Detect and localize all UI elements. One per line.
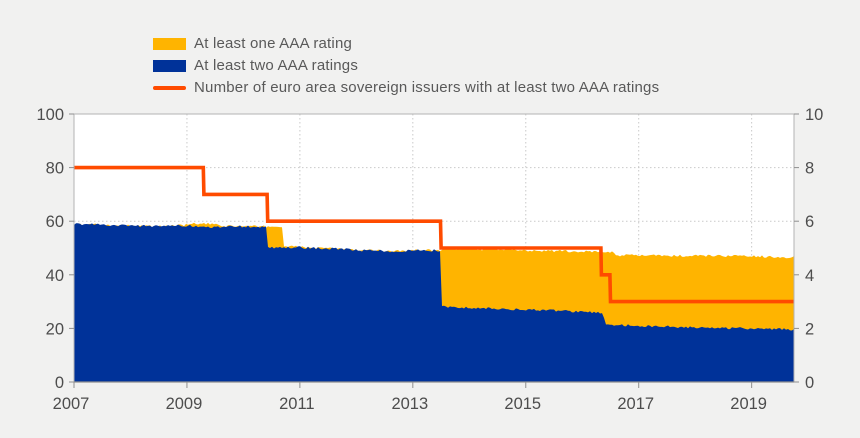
svg-text:8: 8 — [805, 160, 814, 178]
svg-text:4: 4 — [805, 267, 814, 285]
x-axis-labels: 2007 2009 2011 2013 2015 2017 2019 — [53, 395, 767, 413]
svg-text:2017: 2017 — [617, 395, 654, 413]
chart-legend: At least one AAA rating At least two AAA… — [153, 36, 659, 96]
svg-text:2015: 2015 — [504, 395, 541, 413]
one-aaa-swatch-icon — [153, 38, 186, 50]
legend-item-one-aaa: At least one AAA rating — [153, 36, 659, 52]
left-axis-labels: 0 20 40 60 80 100 — [36, 106, 64, 392]
svg-text:2: 2 — [805, 320, 814, 338]
svg-text:6: 6 — [805, 213, 814, 231]
svg-text:2019: 2019 — [730, 395, 767, 413]
svg-text:0: 0 — [55, 374, 64, 392]
legend-label-two-aaa: At least two AAA ratings — [194, 57, 359, 74]
svg-text:0: 0 — [805, 374, 814, 392]
two-aaa-swatch-icon — [153, 60, 186, 72]
svg-text:2013: 2013 — [391, 395, 428, 413]
legend-item-two-aaa: At least two AAA ratings — [153, 58, 659, 74]
svg-text:10: 10 — [805, 106, 823, 124]
legend-label-one-aaa: At least one AAA rating — [194, 35, 353, 52]
legend-item-issuers-line: Number of euro area sovereign issuers wi… — [153, 80, 659, 96]
series-area-two-aaa — [74, 223, 794, 382]
svg-text:2011: 2011 — [279, 395, 314, 413]
svg-text:80: 80 — [46, 160, 64, 178]
issuers-line-swatch-icon — [153, 86, 186, 90]
svg-text:2007: 2007 — [53, 395, 90, 413]
svg-text:40: 40 — [46, 267, 64, 285]
series-line-issuers — [74, 165, 794, 304]
svg-text:60: 60 — [46, 213, 64, 231]
svg-text:2009: 2009 — [166, 395, 203, 413]
svg-text:100: 100 — [36, 106, 64, 124]
right-axis-labels: 0 2 4 6 8 10 — [805, 106, 823, 392]
svg-text:20: 20 — [46, 320, 64, 338]
legend-label-issuers-line: Number of euro area sovereign issuers wi… — [194, 79, 660, 96]
tick-marks — [69, 113, 799, 388]
